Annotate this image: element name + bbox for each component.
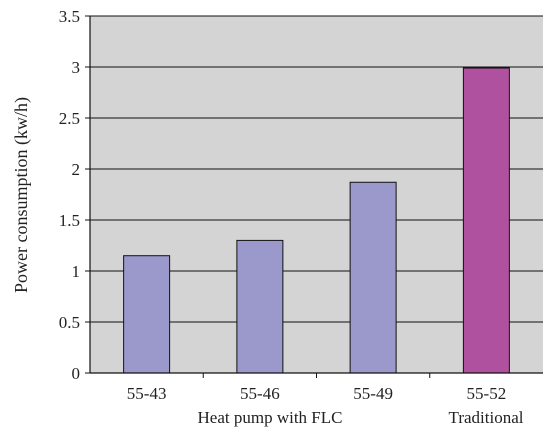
x-tick-label: 55-49 — [353, 384, 393, 403]
y-tick-label: 0 — [72, 364, 81, 383]
y-tick-label: 3.5 — [59, 7, 80, 26]
x-tick-label: 55-46 — [240, 384, 280, 403]
y-tick-label: 1.5 — [59, 211, 80, 230]
bar-55-43 — [123, 255, 171, 374]
y-tick-label: 3 — [72, 58, 81, 77]
y-tick-labels: 0 0.5 1 1.5 2 2.5 3 3.5 — [59, 7, 90, 383]
x-tick-labels: 55-43 55-46 55-49 55-52 — [127, 373, 506, 403]
bar-55-52 — [462, 67, 510, 374]
bar-55-49 — [349, 181, 397, 374]
x-group-label-flc: Heat pump with FLC — [198, 408, 343, 427]
y-tick-label: 2.5 — [59, 109, 80, 128]
x-group-label-traditional: Traditional — [449, 408, 524, 427]
y-tick-label: 2 — [72, 160, 81, 179]
x-tick-label: 55-52 — [467, 384, 507, 403]
y-tick-label: 0.5 — [59, 313, 80, 332]
bar-55-46 — [236, 239, 284, 374]
y-axis-label: Power consumption (kw/h) — [11, 97, 32, 293]
y-tick-label: 1 — [72, 262, 81, 281]
x-tick-label: 55-43 — [127, 384, 167, 403]
